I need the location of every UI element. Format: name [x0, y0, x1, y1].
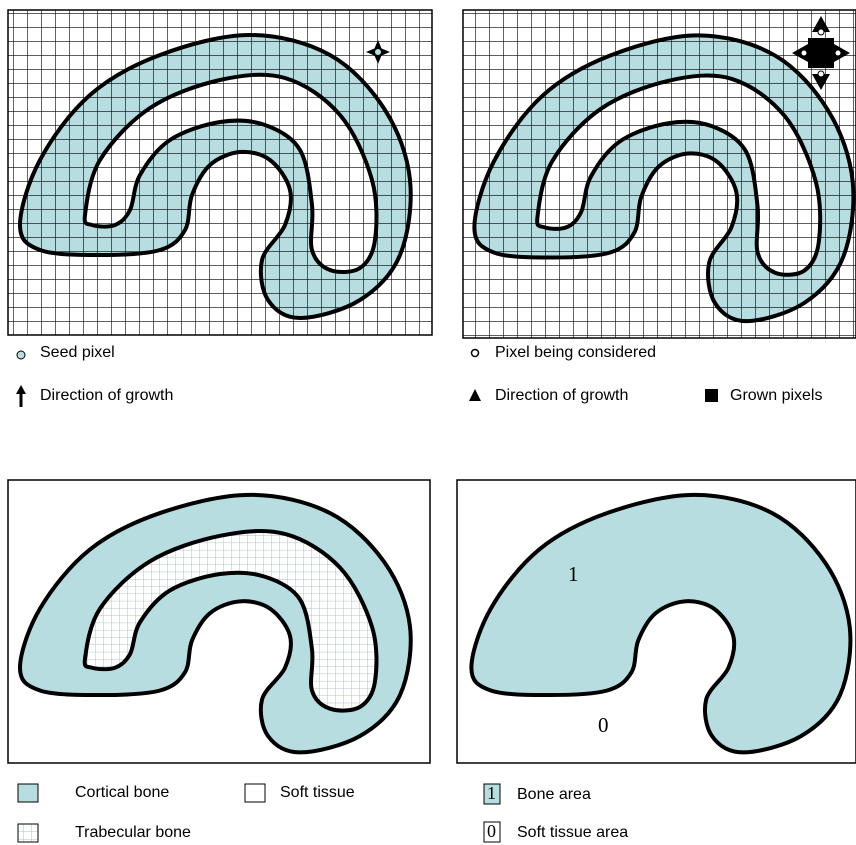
key-label: 0 — [487, 821, 496, 841]
panel-tissue — [8, 480, 430, 763]
legend-label: Direction of growth — [40, 387, 173, 404]
legend-label: Soft tissue — [280, 784, 355, 801]
legend-label: Grown pixels — [730, 387, 822, 404]
legend-label: Trabecular bone — [75, 824, 191, 841]
pixel-grid — [463, 10, 856, 338]
figure: Seed pixel Direction of growth Pixel bei… — [0, 0, 856, 845]
arrow-icon — [469, 389, 481, 401]
legend-label: Pixel being considered — [495, 344, 656, 361]
pixel-icon — [472, 350, 479, 357]
panel-binary: 1 0 — [457, 480, 856, 763]
legend-label: Cortical bone — [75, 784, 169, 801]
cortical-icon — [18, 784, 38, 802]
trabecular-icon — [18, 824, 38, 842]
legend-label: Direction of growth — [495, 387, 628, 404]
panel-seed — [8, 10, 432, 335]
key-label: 1 — [487, 783, 496, 803]
soft-icon — [245, 784, 265, 802]
region-label: 1 — [568, 562, 579, 586]
seed-icon — [17, 351, 25, 359]
grown-icon — [705, 389, 718, 402]
arrow-icon — [16, 385, 26, 407]
panel-region — [463, 10, 856, 338]
legend-label: Bone area — [517, 786, 591, 803]
legend-label: Soft tissue area — [517, 824, 628, 841]
diagram: Seed pixel Direction of growth Pixel bei… — [0, 0, 856, 845]
legend-label: Seed pixel — [40, 344, 115, 361]
region-label: 0 — [598, 713, 609, 737]
